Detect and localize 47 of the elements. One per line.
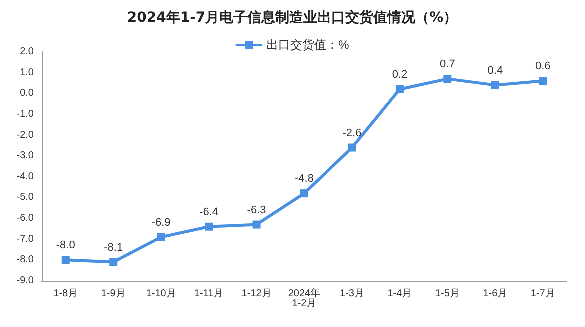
x-tick-label: 1-12月 [242,288,272,300]
data-label: -8.1 [104,242,124,254]
y-tick-label: 0.0 [20,88,34,100]
x-tick-label: 1-4月 [388,288,412,300]
x-tick-label: 1-7月 [530,288,556,300]
point [252,220,261,229]
point [396,85,404,94]
x-tick-label: 1-6月 [483,288,508,300]
data-label: 0.2 [392,68,408,81]
y-tick-label: -3.0 [16,150,34,162]
x-tick-label: 1-9月 [101,288,126,300]
point [62,256,70,264]
data-label: -6.4 [200,206,219,218]
point [205,222,214,231]
data-label: 0.6 [535,60,551,73]
data-label: 0.7 [440,58,456,71]
y-tick-label: 1.0 [20,67,34,78]
y-tick-label: -6.0 [16,213,34,224]
y-tick-label: -1.0 [16,108,34,120]
legend-label: 出口交货值：% [266,38,350,52]
y-tick-label: -2.0 [16,130,34,141]
point [444,75,452,84]
y-tick-label: -8.0 [16,254,34,266]
data-label: -8.0 [56,240,76,252]
data-label: 0.4 [488,64,504,77]
x-tick-label: 2024年 1-2月 [288,288,321,310]
x-tick-label: 1-5月 [435,288,460,300]
x-tick-label: 1-3月 [340,288,364,300]
point [491,81,500,90]
y-tick-label: -7.0 [16,234,34,245]
data-label: -2.6 [342,127,362,140]
point [348,144,356,152]
data-label: -6.9 [152,216,171,229]
point [157,233,166,242]
point [300,190,308,198]
data-label: -6.3 [247,204,266,216]
data-label: -4.8 [295,173,314,186]
y-tick-label: -4.0 [16,171,34,182]
y-tick-label: -9.0 [16,276,34,286]
chart-title: 2024年1-7月电子信息制造业出口交货值情况（%） [127,9,458,26]
y-tick-label: -5.0 [16,192,34,204]
point [110,258,118,266]
point [539,77,548,86]
x-tick-label: 1-10月 [146,288,176,300]
x-tick-label: 1-11月 [194,288,224,300]
y-tick-label: 2.0 [20,46,34,58]
x-tick-label: 1-8月 [54,288,78,300]
